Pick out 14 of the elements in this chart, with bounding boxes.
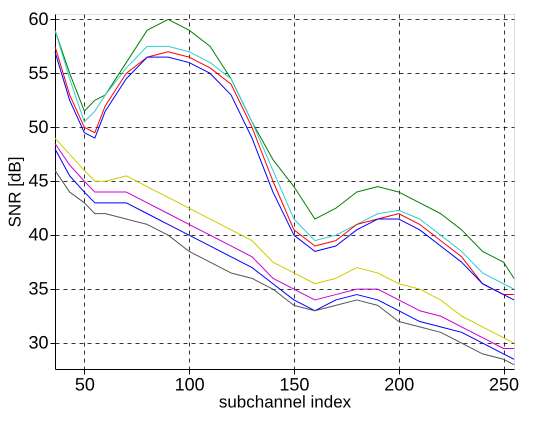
y-tick-label: 55 xyxy=(28,62,48,83)
x-tick-label: 250 xyxy=(488,374,520,394)
y-axis-title: SNR [dB] xyxy=(5,156,24,228)
y-tick-label: 35 xyxy=(28,278,48,299)
x-tick-label: 100 xyxy=(174,374,205,394)
y-tick-label: 50 xyxy=(28,116,48,137)
y-tick-label: 60 xyxy=(28,8,48,29)
x-tick-label: 50 xyxy=(74,374,95,394)
x-tick-label: 200 xyxy=(384,374,414,394)
y-tick-label: 30 xyxy=(28,332,48,353)
y-tick-label: 40 xyxy=(28,224,48,245)
y-tick-label: 45 xyxy=(28,170,48,191)
x-axis-title: subchannel index xyxy=(218,392,352,412)
x-tick-label: 150 xyxy=(279,374,310,394)
